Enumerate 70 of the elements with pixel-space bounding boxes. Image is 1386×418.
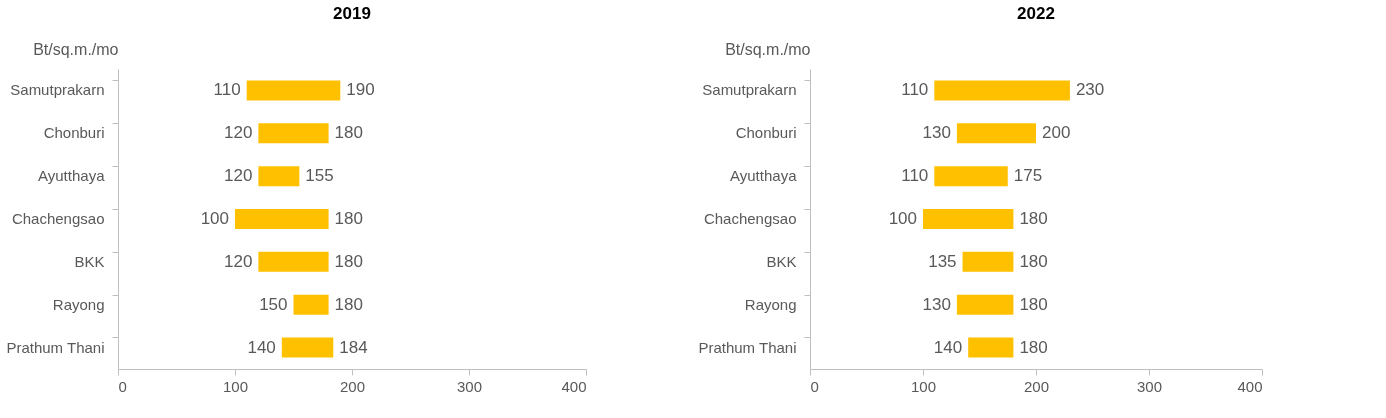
bar xyxy=(246,80,341,101)
annotation: 120 xyxy=(224,166,253,186)
annotation: 100 xyxy=(888,209,917,228)
annotation: 180 xyxy=(1019,209,1048,228)
bar xyxy=(258,166,300,187)
annotation: 180 xyxy=(1019,337,1048,357)
bar xyxy=(962,251,1014,272)
annotation: 140 xyxy=(933,337,963,357)
x-tick-label: 300 xyxy=(1136,377,1163,395)
y-tick-label: Chonburi xyxy=(735,124,797,142)
y-tick-label: Chachengsao xyxy=(11,210,105,227)
x-tick-label: 400 xyxy=(561,377,587,395)
bar xyxy=(923,209,1014,229)
bar xyxy=(934,80,1070,101)
y-axis-title: Bt/sq.m./mo xyxy=(33,40,119,58)
chart-title: 2022 xyxy=(1017,4,1055,23)
annotation: 230 xyxy=(1075,80,1105,100)
annotation: 180 xyxy=(1019,294,1048,314)
bar xyxy=(956,294,1014,315)
y-tick-label: Rayong xyxy=(52,295,105,313)
y-tick-label: Samutprakarn xyxy=(10,81,105,99)
annotation: 180 xyxy=(334,209,363,228)
annotation: 130 xyxy=(922,123,951,143)
y-tick-label: Rayong xyxy=(744,295,797,313)
y-tick-label: Prathum Thani xyxy=(698,338,797,356)
y-tick-label: Ayutthaya xyxy=(38,167,106,185)
bar xyxy=(956,123,1036,144)
annotation: 120 xyxy=(224,251,253,271)
x-tick-label: 200 xyxy=(339,377,366,395)
annotation: 135 xyxy=(928,251,957,271)
y-axis-title: Bt/sq.m./mo xyxy=(725,40,811,58)
bar xyxy=(235,209,329,229)
annotation: 180 xyxy=(334,251,363,271)
y-tick-label: BKK xyxy=(74,252,105,270)
x-tick-label: 100 xyxy=(910,377,937,395)
annotation: 110 xyxy=(901,80,929,100)
bar xyxy=(293,294,329,315)
x-tick-label: 0 xyxy=(810,377,819,395)
y-tick-label: Samutprakarn xyxy=(702,81,797,99)
annotation: 110 xyxy=(901,166,929,186)
bar xyxy=(258,251,329,272)
bar xyxy=(934,166,1008,187)
chart-title: 2019 xyxy=(333,4,371,23)
y-tick-label: Prathum Thani xyxy=(6,338,105,356)
annotation: 120 xyxy=(224,123,253,143)
annotation: 140 xyxy=(247,337,276,357)
annotation: 110 xyxy=(213,80,241,100)
annotation: 130 xyxy=(922,294,951,314)
annotation: 175 xyxy=(1013,166,1043,186)
x-tick-label: 100 xyxy=(222,377,249,395)
annotation: 155 xyxy=(305,166,334,186)
y-tick-label: Chonburi xyxy=(43,124,105,142)
bar xyxy=(281,337,334,358)
y-tick-label: Chachengsao xyxy=(703,210,797,227)
y-tick-label: BKK xyxy=(766,252,797,270)
x-tick-label: 200 xyxy=(1023,377,1050,395)
annotation: 190 xyxy=(346,80,375,100)
annotation: 200 xyxy=(1042,123,1071,143)
y-tick-label: Ayutthaya xyxy=(730,167,798,185)
annotation: 150 xyxy=(259,294,288,314)
bar xyxy=(258,123,329,144)
x-tick-label: 300 xyxy=(456,377,483,395)
annotation: 100 xyxy=(200,209,229,228)
annotation: 180 xyxy=(334,294,363,314)
x-tick-label: 0 xyxy=(118,377,127,395)
annotation: 180 xyxy=(334,123,363,143)
annotation: 184 xyxy=(339,337,368,357)
x-tick-label: 400 xyxy=(1237,377,1263,395)
bar xyxy=(968,337,1014,358)
annotation: 180 xyxy=(1019,251,1048,271)
